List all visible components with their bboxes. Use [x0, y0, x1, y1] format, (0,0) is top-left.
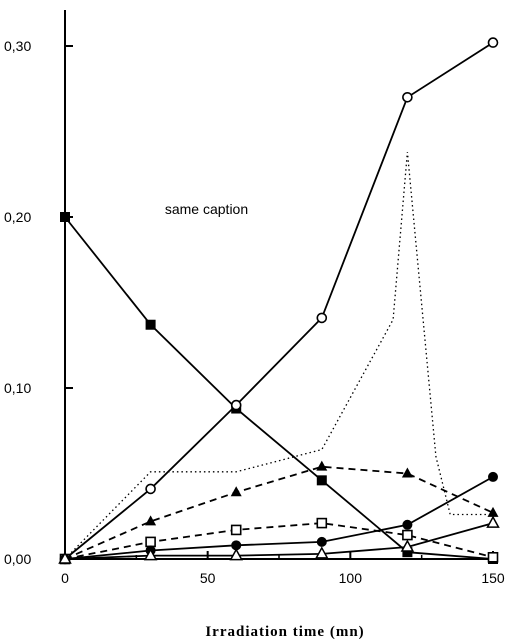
- data-point-marker: [143, 548, 158, 561]
- series-layer: [58, 37, 500, 565]
- annotation-label: same caption: [165, 201, 248, 217]
- x-tick-label: 150: [481, 570, 505, 586]
- series-line: [64, 476, 494, 560]
- data-point-marker: [488, 471, 498, 482]
- series-line: [64, 216, 494, 560]
- y-tick-label: 0,20: [4, 209, 31, 225]
- x-axis-title: Irradiation time (mn): [205, 624, 364, 640]
- series-open-triangle: [58, 515, 500, 564]
- series-filled-circle: [60, 471, 498, 564]
- data-point-marker: [145, 515, 157, 526]
- data-point-marker: [145, 536, 156, 548]
- data-point-marker: [60, 212, 70, 222]
- data-point-marker: [316, 312, 328, 324]
- data-point-marker: [230, 524, 242, 536]
- data-point-marker: [486, 515, 500, 528]
- data-point-marker: [402, 92, 413, 103]
- data-point-marker: [58, 551, 72, 564]
- data-point-marker: [230, 399, 242, 411]
- data-point-marker: [229, 548, 243, 561]
- data-point-marker: [402, 519, 413, 530]
- x-tick-label: 100: [339, 570, 363, 586]
- series-line: [64, 522, 494, 560]
- y-tick-label: 0,30: [4, 38, 31, 54]
- data-point-marker: [316, 475, 327, 486]
- series-line: [64, 465, 494, 560]
- data-point-marker: [401, 467, 413, 478]
- data-point-marker: [402, 547, 413, 558]
- data-point-marker: [145, 483, 156, 495]
- data-point-marker: [316, 517, 328, 529]
- data-point-marker: [400, 539, 415, 552]
- y-tick-label: 0,10: [4, 380, 31, 396]
- series-none: [64, 151, 493, 560]
- data-point-marker: [487, 506, 499, 517]
- data-point-marker: [230, 486, 242, 497]
- data-point-marker: [231, 540, 242, 551]
- axes: 0,00 0,10 0,20 0,30 0 50 100 150 Irradiation tim…: [4, 10, 505, 640]
- data-point-marker: [316, 536, 327, 547]
- data-point-marker: [402, 529, 413, 541]
- x-tick-label: 50: [200, 570, 216, 586]
- data-point-marker: [487, 551, 499, 563]
- data-point-marker: [315, 546, 329, 559]
- series-line: [64, 522, 494, 560]
- y-tick-label: 0,00: [4, 551, 31, 567]
- annotation-layer: same caption: [165, 201, 248, 217]
- data-point-marker: [487, 37, 499, 48]
- series-line: [64, 41, 494, 560]
- x-tick-label: 0: [61, 570, 69, 586]
- data-point-marker: [316, 460, 328, 471]
- data-point-marker: [145, 319, 156, 330]
- series-line: [64, 151, 493, 560]
